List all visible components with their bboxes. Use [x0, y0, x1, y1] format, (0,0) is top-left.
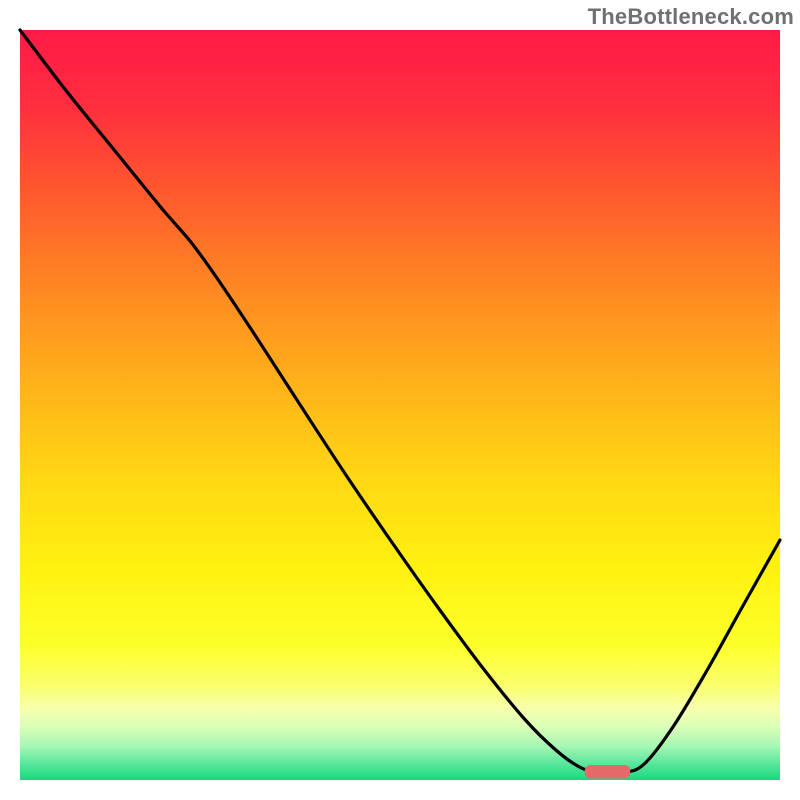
watermark-text: TheBottleneck.com [588, 4, 794, 30]
optimal-point-marker [585, 765, 631, 779]
gradient-background [20, 30, 780, 780]
gradient-line-chart [0, 0, 800, 800]
chart-stage: TheBottleneck.com [0, 0, 800, 800]
